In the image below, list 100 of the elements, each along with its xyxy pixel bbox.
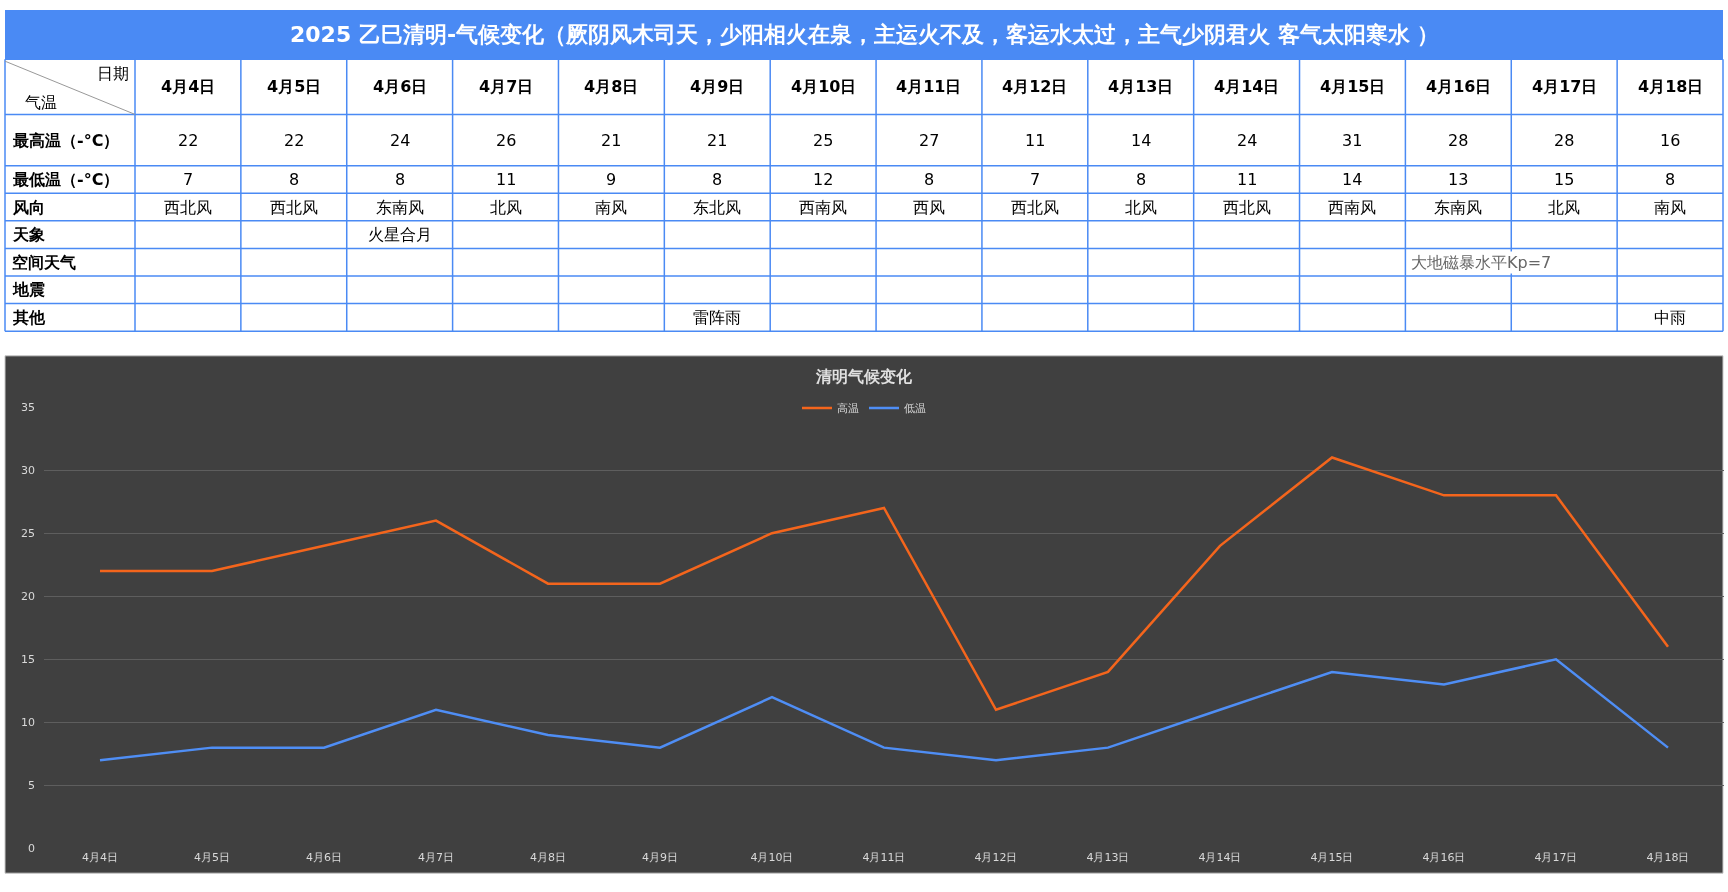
text: 16 <box>1660 131 1681 150</box>
text: 8 <box>1136 170 1147 189</box>
category-label: 4月6日 <box>373 77 428 96</box>
text: 北风 <box>490 198 522 217</box>
text: 西风 <box>913 198 945 217</box>
text: 14 <box>1131 131 1152 150</box>
x-tick-label: 4月12日 <box>974 850 1018 864</box>
category-label: 4月10日 <box>791 77 857 96</box>
category-label: 4月12日 <box>1002 77 1068 96</box>
text: 日期 <box>97 64 129 83</box>
category-label: 4月14日 <box>1214 77 1280 96</box>
text: 11 <box>496 170 517 189</box>
y-tick-label: 35 <box>21 400 35 414</box>
x-tick-label: 4月17日 <box>1534 850 1578 864</box>
text: 14 <box>1342 170 1363 189</box>
text: 西北风 <box>164 198 212 217</box>
x-tick-label: 4月15日 <box>1310 850 1354 864</box>
text: 24 <box>390 131 411 150</box>
y-tick-label: 10 <box>21 716 35 730</box>
text: 27 <box>919 131 940 150</box>
x-tick-label: 4月8日 <box>530 850 566 864</box>
text: 11 <box>1025 131 1046 150</box>
text: 31 <box>1342 131 1363 150</box>
text: 北风 <box>1548 198 1580 217</box>
text: 8 <box>1665 170 1676 189</box>
y-tick-label: 15 <box>21 653 35 667</box>
text: 南风 <box>1654 198 1686 217</box>
x-tick-label: 4月7日 <box>418 850 454 864</box>
x-tick-label: 4月6日 <box>306 850 342 864</box>
text: 地震 <box>12 280 45 299</box>
text: 12 <box>813 170 834 189</box>
text: 11 <box>1237 170 1258 189</box>
category-label: 4月13日 <box>1108 77 1174 96</box>
x-tick-label: 4月4日 <box>82 850 118 864</box>
text: 西北风 <box>1011 198 1059 217</box>
legend-label: 低温 <box>904 402 926 416</box>
text: 最低温（-°C） <box>12 170 120 189</box>
text: 21 <box>707 131 728 150</box>
text: 雷阵雨 <box>693 308 741 327</box>
text: 西北风 <box>270 198 318 217</box>
text: 西北风 <box>1223 198 1271 217</box>
y-tick-label: 0 <box>28 842 35 856</box>
text: 东北风 <box>693 198 741 217</box>
text: 8 <box>395 170 406 189</box>
text: 25 <box>813 131 834 150</box>
text: 北风 <box>1125 198 1157 217</box>
text: 9 <box>606 170 617 189</box>
x-tick-label: 4月11日 <box>862 850 906 864</box>
text: 21 <box>601 131 622 150</box>
line-series <box>98 456 1670 712</box>
category-label: 4月17日 <box>1532 77 1598 96</box>
x-tick-label: 4月5日 <box>194 850 230 864</box>
category-label: 4月9日 <box>690 77 745 96</box>
text: 空间天气 <box>12 253 76 272</box>
category-label: 4月8日 <box>584 77 639 96</box>
x-tick-label: 4月14日 <box>1198 850 1242 864</box>
category-label: 4月7日 <box>479 77 534 96</box>
text: 西南风 <box>799 198 847 217</box>
x-tick-label: 4月16日 <box>1422 850 1466 864</box>
text: 7 <box>1030 170 1041 189</box>
y-tick-label: 30 <box>21 463 35 477</box>
text: 15 <box>1554 170 1575 189</box>
text: 南风 <box>595 198 627 217</box>
text: 中雨 <box>1654 308 1686 327</box>
x-tick-label: 4月9日 <box>642 850 678 864</box>
chart-title: 2025 乙巳清明-气候变化（厥阴风木司天，少阳相火在泉，主运火不及，客运水太过，主气少阴君火 客气太阳寒水 ） <box>290 22 1440 47</box>
text: 天象 <box>12 225 45 244</box>
text: 8 <box>289 170 300 189</box>
text: 22 <box>284 131 305 150</box>
y-tick-label: 20 <box>21 590 35 604</box>
text: 22 <box>178 131 199 150</box>
text: 8 <box>712 170 723 189</box>
x-tick-label: 4月18日 <box>1646 850 1690 864</box>
text: 8 <box>924 170 935 189</box>
text: 28 <box>1448 131 1469 150</box>
x-tick-label: 4月13日 <box>1086 850 1130 864</box>
text: 最高温（-°C） <box>12 131 120 150</box>
text: 风向 <box>12 198 45 217</box>
text: 28 <box>1554 131 1575 150</box>
text: 13 <box>1448 170 1469 189</box>
category-label: 4月15日 <box>1320 77 1386 96</box>
text: 7 <box>183 170 194 189</box>
text: 西南风 <box>1328 198 1376 217</box>
text: 大地磁暴水平Kp=7 <box>1411 253 1552 272</box>
category-label: 4月5日 <box>267 77 322 96</box>
x-tick-label: 4月10日 <box>750 850 794 864</box>
text: 26 <box>496 131 517 150</box>
text: 东南风 <box>376 198 424 217</box>
category-label: 4月11日 <box>896 77 962 96</box>
category-label: 4月18日 <box>1638 77 1704 96</box>
chart-subtitle: 清明气候变化 <box>815 367 913 386</box>
text: 东南风 <box>1434 198 1482 217</box>
y-tick-label: 25 <box>21 527 35 541</box>
y-tick-label: 5 <box>28 779 35 793</box>
line-series <box>98 658 1670 762</box>
text: 火星合月 <box>368 225 432 244</box>
text: 24 <box>1237 131 1258 150</box>
text: 其他 <box>12 308 46 327</box>
category-label: 4月4日 <box>161 77 216 96</box>
legend-label: 高温 <box>837 402 859 416</box>
